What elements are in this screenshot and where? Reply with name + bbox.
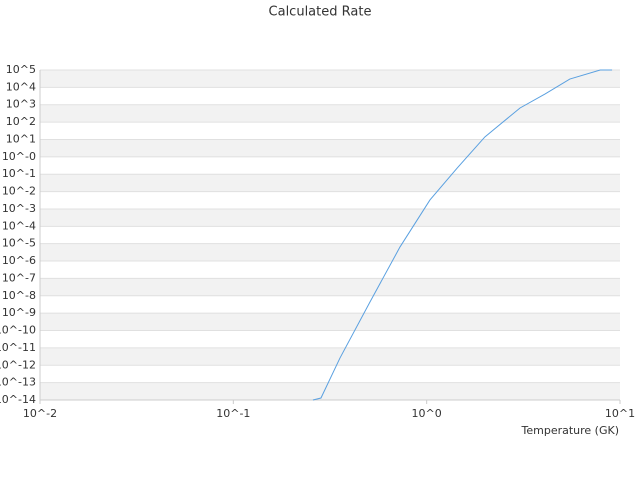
grid-band [40,243,620,262]
y-tick-label: 10^-13 [0,376,36,389]
grid-band [40,174,620,192]
y-tick-label: 10^5 [6,63,36,76]
y-tick-label: 10^-2 [2,185,36,198]
y-tick-label: 10^-7 [2,271,36,284]
x-tick-label: 10^0 [412,407,442,420]
y-tick-label: 10^-12 [0,358,36,371]
grid-band [40,104,620,123]
grid-band [40,347,620,366]
y-tick-label: 10^1 [6,132,36,145]
grid-band [40,278,620,296]
y-tick-label: 10^4 [6,80,36,93]
y-tick-label: 10^-8 [2,289,36,302]
y-tick-label: 10^-6 [2,254,36,267]
y-tick-label: 10^-11 [0,341,36,354]
y-tick-label: 10^-5 [2,237,36,250]
y-tick-label: 10^-10 [0,324,36,337]
y-tick-label: 10^3 [6,98,36,111]
x-tick-label: 10^-2 [23,407,57,420]
y-tick-label: 10^-4 [2,219,36,232]
grid-band [40,139,620,157]
y-tick-label: 10^-14 [0,393,36,406]
grid-band [40,313,620,331]
grid-band [40,382,620,400]
grid-band [40,208,620,227]
y-tick-label: 10^-1 [2,167,36,180]
y-tick-label: 10^-9 [2,306,36,319]
x-axis-label: Temperature (GK) [521,424,620,437]
x-tick-label: 10^1 [605,407,635,420]
chart-title: Calculated Rate [269,5,372,20]
x-tick-label: 10^-1 [216,407,250,420]
y-tick-label: 10^-3 [2,202,36,215]
data-line [312,69,613,401]
grid-band [40,70,620,88]
y-tick-label: 10^2 [6,115,36,128]
y-tick-label: 10^-0 [2,150,36,163]
